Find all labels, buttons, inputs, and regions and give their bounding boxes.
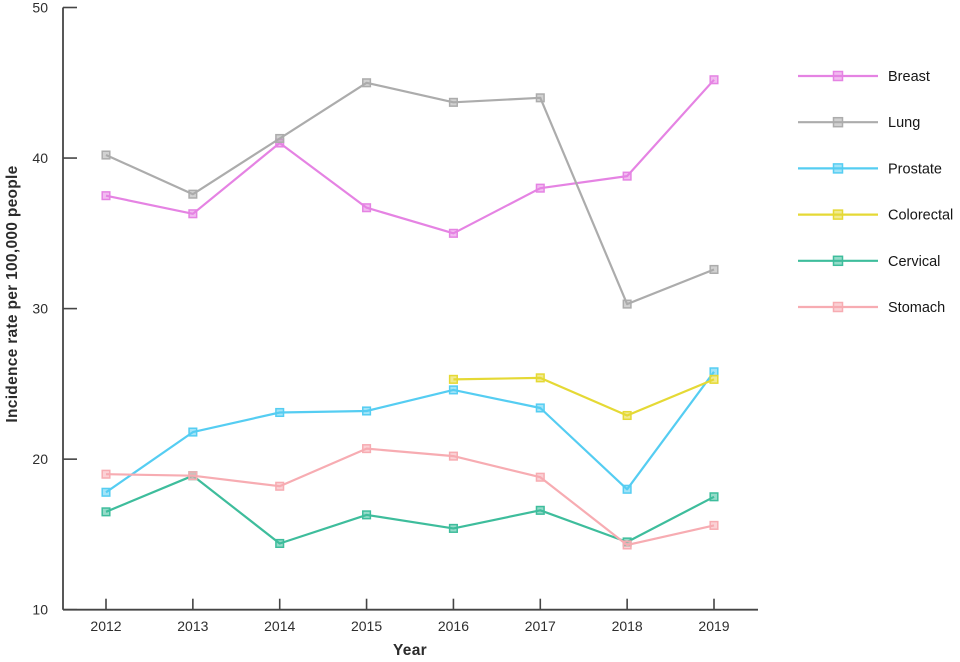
x-tick-label: 2018 <box>612 618 643 634</box>
y-tick-label: 20 <box>32 451 48 467</box>
x-ticks: 2012 2013 2014 2015 2016 2017 2018 2019 <box>90 598 730 634</box>
legend-item-breast: Breast <box>798 69 930 85</box>
axes <box>62 7 758 611</box>
y-axis-label: Incidence rate per 100,000 people <box>4 165 21 423</box>
y-tick-label: 50 <box>32 0 48 16</box>
data-point-marker <box>362 444 372 454</box>
series-breast <box>101 75 719 238</box>
x-tick-label: 2017 <box>525 618 556 634</box>
series-line <box>105 371 715 494</box>
data-point-marker <box>362 510 372 520</box>
legend-marker-swatch <box>832 301 844 313</box>
series-line <box>105 447 715 547</box>
y-tick-label: 30 <box>32 301 48 317</box>
legend-label: Stomach <box>888 300 945 316</box>
data-point-marker <box>275 407 285 418</box>
data-point-marker <box>275 481 285 491</box>
data-point-marker <box>362 78 372 88</box>
data-point-marker <box>362 406 372 416</box>
legend-label: Colorectal <box>888 208 953 224</box>
data-point-marker <box>448 451 458 461</box>
x-tick-label: 2016 <box>438 618 469 634</box>
data-point-marker <box>622 299 632 309</box>
data-point-marker <box>709 374 719 384</box>
x-tick-label: 2014 <box>264 618 295 634</box>
y-tick-label: 10 <box>32 602 48 618</box>
data-point-marker <box>535 93 545 103</box>
data-point-marker <box>535 373 545 383</box>
series-lung <box>101 78 719 309</box>
x-tick-label: 2015 <box>351 618 382 634</box>
data-point-marker <box>535 472 545 482</box>
legend-marker-swatch <box>832 116 844 128</box>
x-tick-label: 2012 <box>90 618 121 634</box>
legend-label: Lung <box>888 115 920 131</box>
series-colorectal <box>448 373 719 421</box>
data-point-marker <box>448 374 458 384</box>
data-point-marker <box>709 492 719 502</box>
series-prostate <box>101 367 719 497</box>
data-point-marker <box>622 540 632 550</box>
legend-marker-swatch <box>832 255 844 267</box>
data-point-marker <box>448 385 458 395</box>
data-point-marker <box>535 183 545 193</box>
data-point-marker <box>709 75 719 85</box>
data-point-marker <box>622 171 632 181</box>
data-point-marker <box>622 484 632 494</box>
data-point-marker <box>188 189 198 199</box>
data-point-marker <box>535 403 545 413</box>
series-stomach <box>101 444 719 550</box>
data-point-marker <box>188 471 198 481</box>
data-point-marker <box>101 507 111 517</box>
legend-item-lung: Lung <box>798 115 920 131</box>
data-point-marker <box>101 191 111 201</box>
x-tick-label: 2019 <box>698 618 729 634</box>
legend-item-prostate: Prostate <box>798 161 942 177</box>
data-point-marker <box>101 150 111 160</box>
data-point-marker <box>101 487 111 497</box>
data-point-marker <box>188 427 198 437</box>
series-line <box>453 376 715 417</box>
data-point-marker <box>448 523 458 533</box>
data-point-marker <box>709 367 719 377</box>
data-point-marker <box>622 410 632 421</box>
series-line <box>105 474 715 545</box>
y-ticks: 10 20 30 40 50 <box>32 0 77 618</box>
legend-marker-swatch <box>832 70 844 82</box>
series-line <box>105 79 715 235</box>
data-point-marker <box>362 203 372 213</box>
data-point-marker <box>275 538 285 549</box>
data-point-marker <box>275 133 285 144</box>
series-line <box>105 81 715 306</box>
x-tick-label: 2013 <box>177 618 208 634</box>
legend-marker-swatch <box>832 163 844 174</box>
legend-label: Prostate <box>888 161 942 177</box>
data-point-marker <box>535 505 545 515</box>
legend-item-colorectal: Colorectal <box>798 208 953 224</box>
data-point-marker <box>101 469 111 479</box>
legend-label: Breast <box>888 69 930 85</box>
legend-item-cervical: Cervical <box>798 254 940 270</box>
data-point-marker <box>709 520 719 530</box>
data-point-marker <box>709 264 719 275</box>
x-axis-label: Year <box>393 642 427 659</box>
data-point-marker <box>188 209 198 219</box>
legend-marker-swatch <box>832 209 844 220</box>
series-cervical <box>101 471 719 549</box>
legend-item-stomach: Stomach <box>798 300 945 316</box>
legend-label: Cervical <box>888 254 940 270</box>
data-point-marker <box>448 228 458 238</box>
legend: Breast Lung Prostate Colorectal Cervical Stom… <box>798 69 953 316</box>
data-point-marker <box>448 97 458 107</box>
y-tick-label: 40 <box>32 150 48 166</box>
